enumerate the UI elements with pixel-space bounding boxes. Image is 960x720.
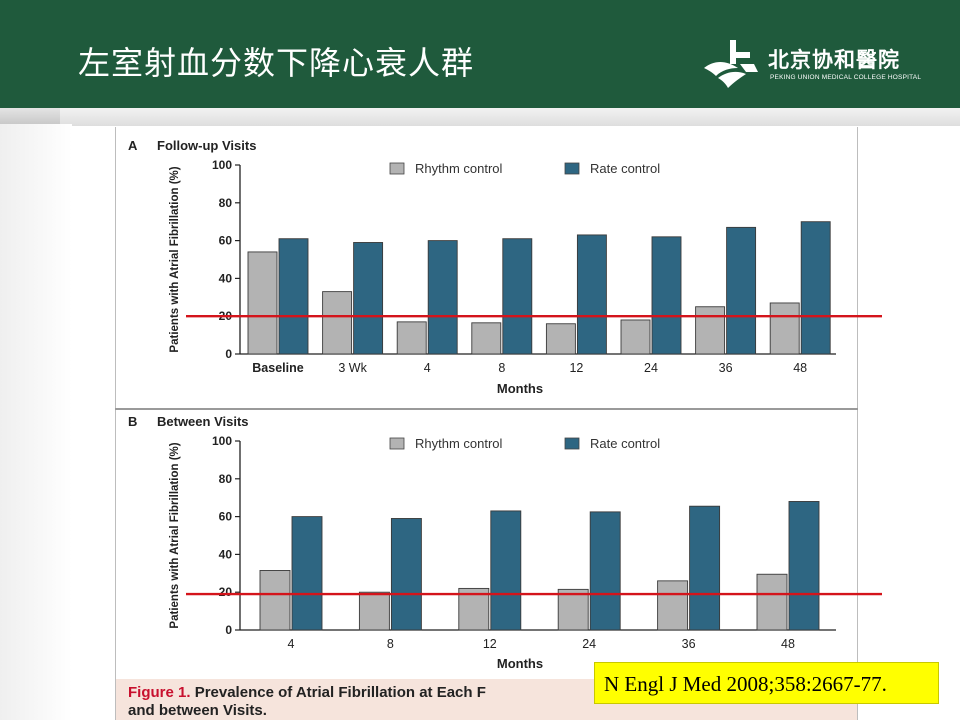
panel-b-x-tick-label-1: 8 xyxy=(387,637,394,651)
panel-a-title: Follow-up Visits xyxy=(157,138,256,153)
panel-b-x-tick-label-5: 48 xyxy=(781,637,795,651)
hospital-emblem-icon xyxy=(704,40,758,88)
panel-b-bar-rate-5 xyxy=(788,501,820,631)
panel-b-y-tick-label-1: 20 xyxy=(219,585,233,599)
panel-b-title: Between Visits xyxy=(157,414,249,429)
side-shade xyxy=(0,124,72,720)
figure-caption: Figure 1. Prevalence of Atrial Fibrillat… xyxy=(128,684,598,720)
panel-b-bar-rhythm-3 xyxy=(557,588,589,631)
panel-a-bar-rate-5 xyxy=(651,236,682,355)
panel-a-y-tick-label-0: 0 xyxy=(225,347,232,361)
panel-a-x-tick-label-1: 3 Wk xyxy=(338,361,367,375)
panel-a-legend-swatch-1 xyxy=(564,162,580,175)
panel-a-bar-rate-7 xyxy=(800,221,831,355)
panel-a-legend-swatch-0 xyxy=(389,162,405,175)
panel-a-legend-label-0: Rhythm control xyxy=(415,161,503,176)
panel-b-bar-rhythm-2 xyxy=(458,587,490,631)
panel-b-bar-rhythm-1 xyxy=(358,591,390,631)
panel-a-bar-rate-3 xyxy=(502,238,533,355)
panel-a-x-tick-label-0: Baseline xyxy=(252,361,303,375)
panel-b-bar-rate-4 xyxy=(689,505,721,631)
panel-a-legend-label-1: Rate control xyxy=(590,161,660,176)
citation-box: N Engl J Med 2008;358:2667-77. xyxy=(594,662,939,704)
panel-a-y-tick-label-3: 60 xyxy=(219,234,233,248)
panel-b-bar-rate-2 xyxy=(490,510,522,631)
panel-a-bar-rate-2 xyxy=(427,240,458,355)
panel-a-x-tick-label-6: 36 xyxy=(719,361,733,375)
panel-b-bar-rate-3 xyxy=(589,511,621,631)
hospital-name: 北京协和醫院 xyxy=(768,47,900,72)
panel-b-bar-rate-0 xyxy=(291,516,323,631)
panel-b-x-tick-label-4: 36 xyxy=(682,637,696,651)
panel-separator xyxy=(115,408,858,410)
panel-b-ylabel: Patients with Atrial Fibrillation (%) xyxy=(169,442,181,628)
panel-b-bar-rhythm-5 xyxy=(756,573,788,631)
panel-b-legend-label-0: Rhythm control xyxy=(415,436,503,451)
header-bar xyxy=(0,0,960,108)
panel-a-y-tick-label-2: 40 xyxy=(219,271,233,285)
panel-a-bar-rhythm-5 xyxy=(620,319,651,355)
header-divider-inner xyxy=(60,108,960,126)
panel-a-bar-rhythm-4 xyxy=(545,323,576,355)
panel-b-y-tick-label-4: 80 xyxy=(219,472,233,486)
caption-line-2: and between Visits. xyxy=(128,702,267,719)
panel-b-bar-rate-1 xyxy=(390,518,422,631)
panel-a-x-tick-label-3: 8 xyxy=(498,361,505,375)
panel-b-legend-label-1: Rate control xyxy=(590,436,660,451)
panel-b-legend-swatch-1 xyxy=(564,437,580,450)
caption-line-1: Prevalence of Atrial Fibrillation at Eac… xyxy=(194,684,486,701)
panel-a-y-tick-label-5: 100 xyxy=(212,158,232,172)
panel-b-y-tick-label-5: 100 xyxy=(212,434,232,448)
panel-a-bar-rhythm-2 xyxy=(396,321,427,355)
panel-b-legend-swatch-0 xyxy=(389,437,405,450)
hospital-logo: 北京协和醫院 PEKING UNION MEDICAL COLLEGE HOSP… xyxy=(700,38,930,90)
figure-label: Figure 1. xyxy=(128,684,191,701)
panel-b-bar-rhythm-0 xyxy=(259,570,291,631)
panel-a-bar-rate-1 xyxy=(353,242,384,355)
panel-b-x-tick-label-3: 24 xyxy=(582,637,596,651)
panel-b-y-tick-label-3: 60 xyxy=(219,510,233,524)
panel-a-x-tick-label-5: 24 xyxy=(644,361,658,375)
panel-b-x-tick-label-0: 4 xyxy=(288,637,295,651)
panel-a-letter: A xyxy=(128,138,138,153)
hospital-name-en: PEKING UNION MEDICAL COLLEGE HOSPITAL xyxy=(770,74,922,81)
panel-a-x-tick-label-2: 4 xyxy=(424,361,431,375)
panel-a-y-tick-label-4: 80 xyxy=(219,196,233,210)
panel-a-xlabel: Months xyxy=(497,381,543,396)
panel-b-bar-rhythm-4 xyxy=(657,580,689,631)
panel-a-bar-rhythm-6 xyxy=(695,306,726,355)
panel-a-bar-rhythm-0 xyxy=(247,251,278,355)
panel-a-bar-rhythm-7 xyxy=(769,302,800,355)
slide-title: 左室射血分数下降心衰人群 xyxy=(78,44,475,82)
panel-a-x-tick-label-7: 48 xyxy=(793,361,807,375)
panel-b-y-tick-label-2: 40 xyxy=(219,547,233,561)
panel-b-x-tick-label-2: 12 xyxy=(483,637,497,651)
panel-b-y-tick-label-0: 0 xyxy=(225,623,232,637)
panel-a-x-tick-label-4: 12 xyxy=(569,361,583,375)
panel-b-xlabel: Months xyxy=(497,656,543,671)
panel-a-bar-rate-6 xyxy=(726,226,757,355)
panel-a-bar-rate-4 xyxy=(576,234,607,355)
panel-a-bar-rate-0 xyxy=(278,238,309,355)
panel-a-bar-rhythm-3 xyxy=(471,322,502,355)
panel-a-ylabel: Patients with Atrial Fibrillation (%) xyxy=(169,166,181,352)
panel-b-letter: B xyxy=(128,414,137,429)
panel-a-bar-rhythm-1 xyxy=(322,291,353,355)
